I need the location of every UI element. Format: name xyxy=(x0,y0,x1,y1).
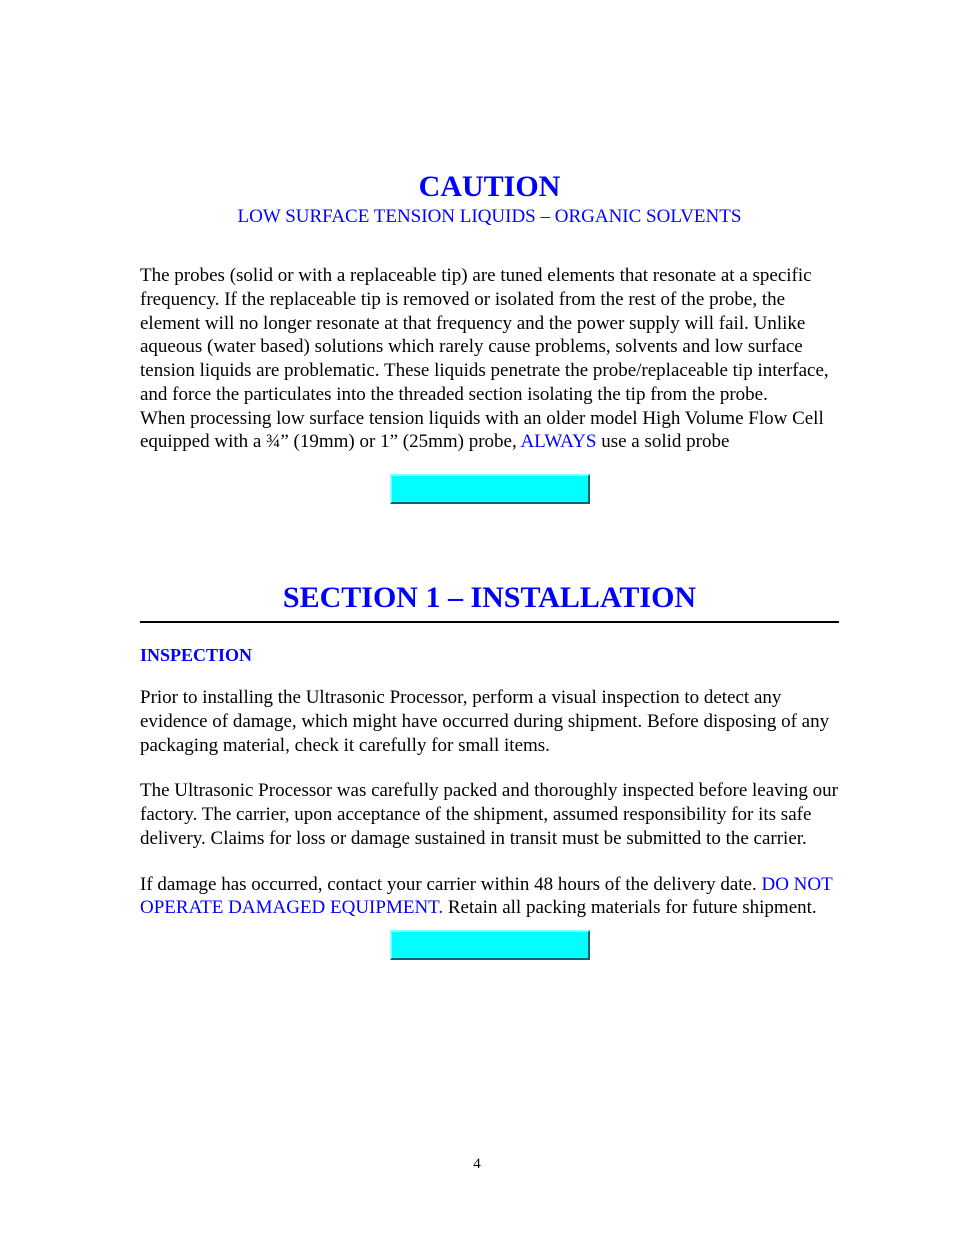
inspection-paragraph-3: If damage has occurred, contact your car… xyxy=(140,873,839,921)
page-number: 4 xyxy=(0,1156,954,1173)
page: CAUTION LOW SURFACE TENSION LIQUIDS – OR… xyxy=(0,0,954,1235)
caution-action-button[interactable] xyxy=(390,474,590,504)
section-title: SECTION 1 – INSTALLATION xyxy=(140,581,839,615)
inspection-heading: INSPECTION xyxy=(140,645,839,666)
inspection-button-row xyxy=(140,930,839,965)
inspection-para3-pre: If damage has occurred, contact your car… xyxy=(140,874,761,895)
caution-paragraph-1: The probes (solid or with a replaceable … xyxy=(140,264,839,407)
inspection-action-button[interactable] xyxy=(390,930,590,960)
caution-paragraph-2: When processing low surface tension liqu… xyxy=(140,407,839,455)
inspection-para3-post: Retain all packing materials for future … xyxy=(443,897,817,918)
inspection-paragraph-2: The Ultrasonic Processor was carefully p… xyxy=(140,779,839,850)
caution-subtitle: LOW SURFACE TENSION LIQUIDS – ORGANIC SO… xyxy=(140,206,839,228)
section-divider xyxy=(140,621,839,623)
caution-button-row xyxy=(140,474,839,509)
caution-title: CAUTION xyxy=(140,170,839,204)
caution-always-text: ALWAYS xyxy=(520,431,596,452)
caution-para2-post: use a solid probe xyxy=(596,431,729,452)
inspection-paragraph-1: Prior to installing the Ultrasonic Proce… xyxy=(140,686,839,757)
